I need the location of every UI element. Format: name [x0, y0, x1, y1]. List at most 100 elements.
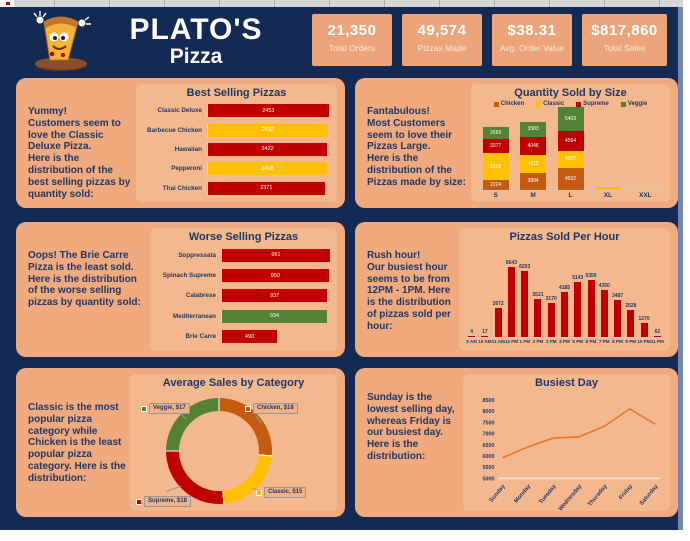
quantity-by-size-chart[interactable]: Quantity Sold by Size Chicken Classic Supr…: [471, 84, 670, 202]
x-axis-tick-label: S: [493, 191, 498, 199]
x-axis-tick-label: XXL: [639, 191, 652, 199]
line-chart-svg: 5000 5500 6000 6500 7000 7500 8000 8500 Sunday Mo…: [483, 398, 661, 512]
stacked-segment: 3894: [520, 172, 547, 190]
pizzas-per-hour-chart[interactable]: Pizzas Sold Per Hour 4 17 2672 6543 6203 3521…: [459, 228, 670, 351]
x-axis-tick-label: 3 PM: [545, 339, 557, 344]
column-value-label: 6203: [519, 263, 531, 270]
column-value-label: 1270: [638, 316, 650, 323]
panel-pizzas-per-hour: Rush hour! Our busiest hour seems to be …: [355, 222, 678, 357]
kpi-label: Total Sales: [603, 43, 646, 53]
label-leader-line: [166, 485, 182, 492]
bar: 937: [222, 289, 328, 303]
column-slot: 4350: [598, 283, 611, 337]
kpi-total-sales: $817,860 Total Sales: [582, 14, 667, 66]
bar-category-label: Calabrese: [185, 292, 216, 300]
bar-row: Pepperoni 2418: [142, 159, 331, 178]
x-axis-tick-label: 11 AM: [491, 339, 505, 344]
y-axis-tick-label: 5500: [483, 465, 495, 471]
y-axis-tick-label: 5000: [483, 476, 495, 482]
worse-selling-note: Oops! The Brie Carre Pizza is the least …: [28, 250, 141, 309]
avg-sales-by-category-chart[interactable]: Average Sales by Category Chicken, $18 Cl…: [130, 374, 337, 511]
bar-value-label: 934: [269, 313, 280, 320]
chart-title: Pizzas Sold Per Hour: [509, 231, 620, 243]
segment-value-label: 3894: [527, 178, 539, 185]
bar: 2432: [208, 123, 328, 137]
column-value-label: 3170: [545, 296, 557, 303]
stacked-segment: 4057: [557, 150, 584, 169]
kpi-value: $817,860: [591, 22, 658, 39]
segment-value-label: 4564: [564, 137, 577, 144]
slice-label-text: Supreme, $18: [144, 496, 192, 507]
bar-category-label: Pepperoni: [171, 165, 202, 173]
bar-category-label: Classic Deluxe: [157, 107, 202, 115]
slice-label-text: Classic, $15: [264, 487, 307, 498]
segment-value-label: 3377: [490, 142, 502, 149]
column-bar: [627, 309, 635, 337]
bar-row: Soppressata 961: [156, 245, 331, 265]
slice-label-text: Veggie, $17: [149, 403, 190, 414]
brand-title: PLATO'S: [129, 13, 263, 46]
x-axis-tick-label: 6 PM: [585, 339, 597, 344]
bar-value-label: 2371: [260, 185, 273, 192]
bar-row: Spinach Supreme 950: [156, 265, 331, 285]
column-bar: [468, 336, 476, 337]
bar-value-label: 490: [244, 333, 255, 340]
x-axis-tick-label: 2 PM: [532, 339, 544, 344]
stacked-segment: 2663: [482, 126, 509, 139]
stacked-segment: 5403: [557, 107, 584, 131]
column-value-label: 4: [470, 329, 474, 335]
legend-swatch-icon: [536, 101, 542, 107]
donut-slice-label: Veggie, $17: [141, 403, 190, 414]
bar-row: Thai Chicken 2371: [142, 179, 331, 198]
bar: 950: [222, 269, 329, 283]
stacked-segment: 4112: [520, 154, 547, 173]
bar: 934: [222, 309, 327, 323]
legend-item: Veggie: [620, 101, 648, 107]
column-value-label: 2528: [625, 302, 637, 309]
column-bar: [521, 270, 529, 337]
column-slot: 62: [651, 329, 664, 337]
line-series: [502, 407, 656, 459]
stacked-segment: 4564: [557, 130, 584, 151]
x-axis-tick-label: 12 PM: [504, 339, 519, 344]
busiest-day-chart[interactable]: Busiest Day 5000 5500 6000 6500 7000 7500 8000…: [463, 374, 670, 512]
kpi-value: 21,350: [327, 22, 377, 39]
x-axis-tick-label: 9 AM: [466, 339, 478, 344]
bar-row: Hawaiian 2422: [142, 140, 331, 159]
kpi-total-orders: 21,350 Total Orders: [312, 14, 392, 66]
panel-busiest-day: Sunday is the lowest selling day, wherea…: [355, 368, 678, 517]
bar-row: Classic Deluxe 2453: [142, 101, 331, 120]
segment-value-label: 5403: [564, 115, 577, 122]
legend-label: Supreme: [583, 101, 609, 107]
chart-title: Quantity Sold by Size: [514, 87, 627, 99]
bar-track: 961: [221, 248, 331, 262]
bar: 961: [222, 248, 330, 262]
bar-value-label: 937: [270, 292, 280, 299]
stacked-segment: [594, 187, 621, 190]
y-axis-tick-label: 8000: [483, 409, 495, 415]
bar-track: 2422: [207, 142, 331, 156]
pizza-mascot-icon: [33, 11, 91, 71]
column-plot: 4 17 2672 6543 6203 3521 3170 4185 5143 5359 4350 3…: [465, 245, 664, 338]
bar-value-label: 2422: [261, 146, 274, 153]
kpi-value: $38.31: [507, 22, 557, 39]
stacked-plot: 2224 6139 3377 2663 3894 4112 4046 3583 4932 4057…: [477, 107, 664, 191]
stacked-segment: 6139: [482, 153, 509, 181]
kpi-label: Pizzas Made: [417, 43, 467, 53]
column-value-label: 17: [482, 329, 488, 335]
bar-track: 937: [221, 289, 331, 303]
legend-label: Veggie: [627, 101, 648, 107]
legend-swatch-icon: [576, 101, 582, 107]
donut-slice-label: Chicken, $18: [245, 403, 298, 414]
panel-quantity-by-size: Fantabulous! Most Customers seem to love…: [355, 78, 678, 208]
x-axis-tick-label: Friday: [618, 483, 634, 501]
worse-selling-chart[interactable]: Worse Selling Pizzas Soppressata 961 Spina…: [150, 228, 337, 351]
column-value-label: 3487: [611, 292, 624, 299]
bar-track: 2418: [207, 162, 331, 176]
best-selling-note: Yummy! Customers seem to love the Classi…: [28, 106, 131, 200]
best-selling-chart[interactable]: Best Selling Pizzas Classic Deluxe 2453 Ba…: [136, 84, 337, 202]
x-axis-tick-label: XL: [603, 191, 613, 199]
x-axis-tick-label: 8 PM: [612, 339, 623, 344]
kpi-cards: 21,350 Total Orders 49,574 Pizzas Made $…: [312, 14, 667, 66]
x-axis-tick-label: M: [530, 191, 536, 199]
